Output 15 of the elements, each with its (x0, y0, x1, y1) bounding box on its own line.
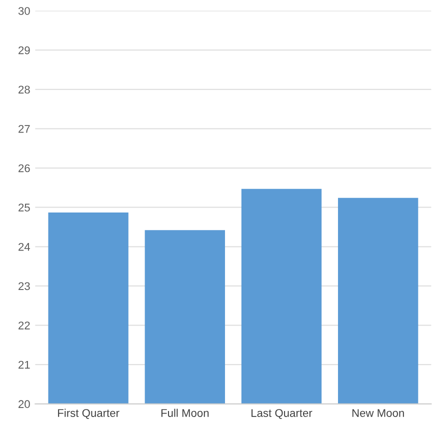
y-tick-label: 26 (18, 164, 30, 172)
y-tick-label: 24 (18, 242, 30, 251)
x-tick-label: Last Quarter (252, 409, 312, 419)
x-tick-label: New Moon (352, 409, 404, 417)
y-tick-label: 29 (18, 46, 30, 54)
x-tick-label: Full Moon (161, 408, 209, 417)
y-tick-label: 20 (18, 400, 30, 408)
x-tick-label: First Quarter (58, 408, 120, 419)
y-tick-label: 25 (18, 204, 30, 212)
y-tick-label: 21 (18, 360, 30, 369)
y-tick-label: 23 (18, 282, 30, 290)
y-tick-label: 28 (18, 86, 30, 94)
y-tick-label: 30 (18, 7, 30, 15)
y-tick-label: 22 (18, 322, 30, 330)
y-tick-label: 27 (18, 125, 30, 133)
